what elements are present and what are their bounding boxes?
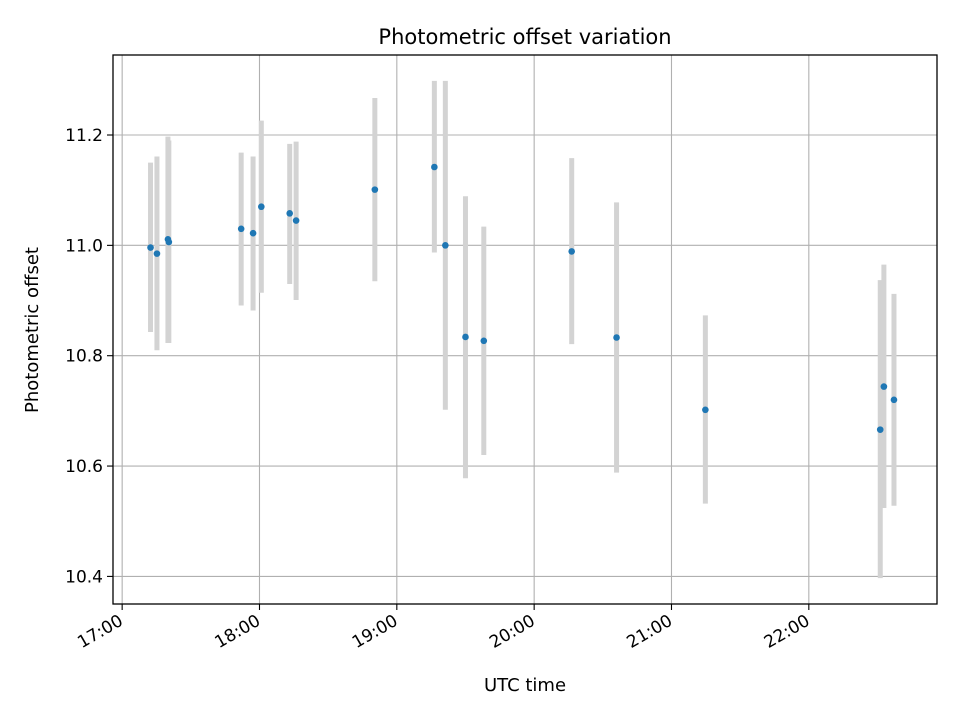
y-axis-label: Photometric offset — [22, 247, 43, 413]
data-point — [613, 334, 620, 341]
data-point — [153, 250, 161, 257]
y-tick-label: 10.4 — [65, 567, 103, 587]
data-point — [292, 217, 300, 224]
data-points — [147, 163, 898, 433]
data-point — [890, 396, 898, 404]
x-axis-label: UTC time — [484, 675, 566, 696]
data-point — [568, 248, 575, 255]
y-tick-label: 10.6 — [65, 457, 103, 477]
data-point — [442, 242, 449, 249]
y-tick-label: 11.2 — [65, 126, 103, 146]
data-point — [258, 203, 265, 211]
data-point — [702, 406, 709, 414]
data-point — [249, 229, 257, 237]
data-point — [880, 383, 888, 390]
y-tick-label: 10.8 — [65, 347, 103, 367]
data-point — [147, 244, 154, 251]
data-point — [876, 426, 884, 433]
plot-frame — [112, 54, 938, 605]
chart-title: Photometric offset variation — [378, 25, 671, 49]
data-point — [480, 337, 488, 345]
y-axis: 10.4 10.6 10.8 11.0 11.2 — [65, 126, 113, 587]
data-point — [371, 186, 379, 193]
data-point — [237, 225, 245, 233]
data-point — [165, 238, 173, 246]
y-tick-label: 11.0 — [65, 236, 103, 256]
data-point — [431, 163, 438, 171]
data-point — [286, 210, 294, 217]
data-point — [462, 333, 469, 341]
